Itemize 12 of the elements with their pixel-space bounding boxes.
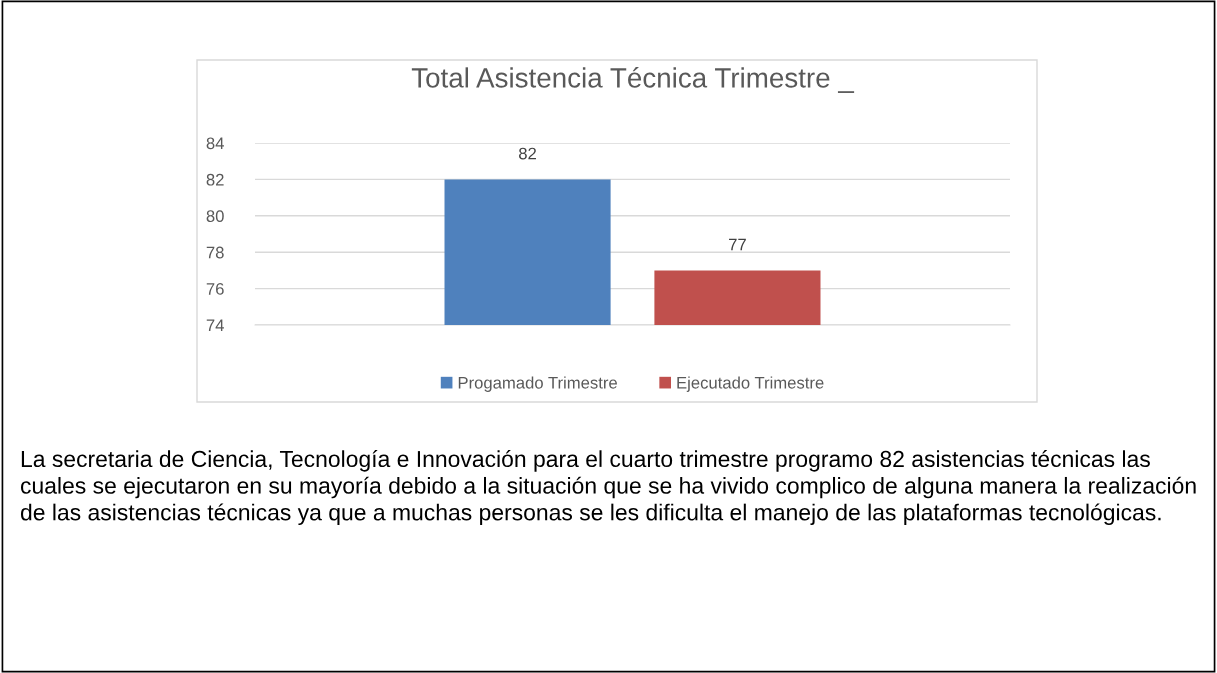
- legend-label: Ejecutado Trimestre: [677, 376, 824, 392]
- y-tick-label: 78: [206, 246, 224, 259]
- legend-label: Progamado Trimestre: [458, 376, 617, 392]
- data-label: 82: [519, 147, 536, 160]
- y-tick-label: 76: [206, 283, 224, 295]
- text: La secretaria de Ciencia, Tecnología e Innovación para el cuarto trimestre programo 82 asistencias técnicas las cuales se ejecutaron en su mayoría debido a la situación que se ha vivido complico de alguna manera la realización de las asistencias técnicas ya que a muchas personas se les dificulta el manejo de las plataformas tecnológicas.: [20, 450, 1196, 526]
- y-tick-label: 74: [206, 319, 224, 332]
- chart-title: Total Asistencia Técnica Trimestre _: [411, 66, 855, 93]
- data-label: 77: [729, 238, 746, 251]
- y-tick-label: 80: [206, 210, 224, 222]
- y-tick-label: 84: [206, 137, 224, 150]
- y-tick-label: 82: [206, 173, 224, 186]
